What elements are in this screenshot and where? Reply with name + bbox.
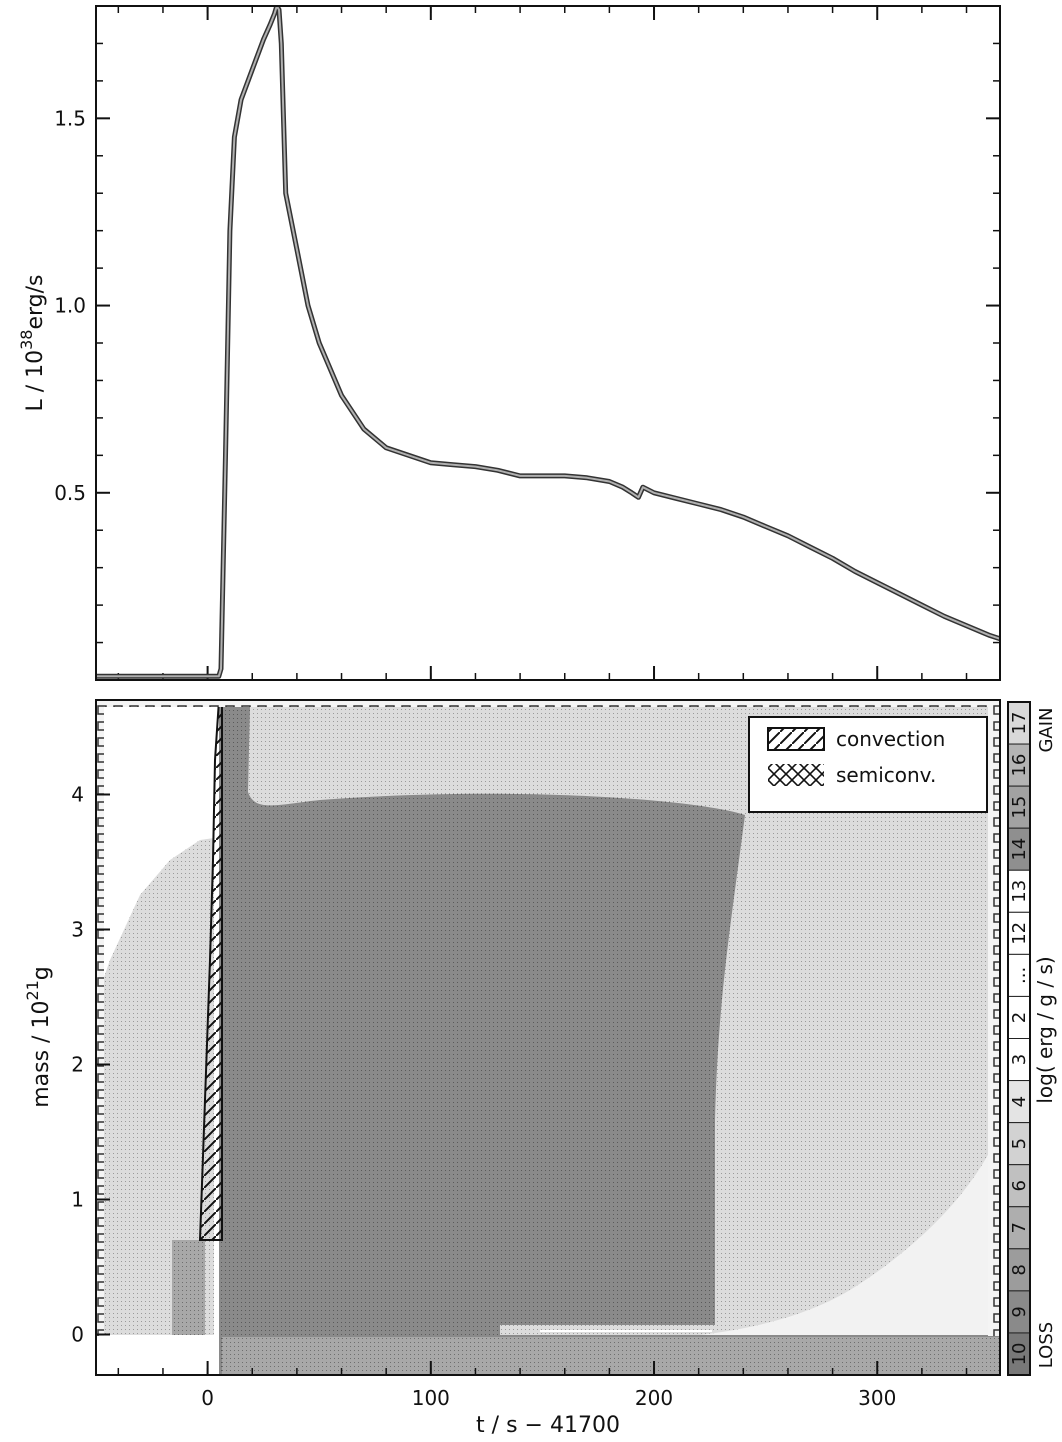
luminosity-y-tick-label: 0.5	[54, 481, 86, 505]
colorbar-segment-label: 3	[1009, 1054, 1030, 1065]
luminosity-y-tick-labels: 0.5 1.0 1.5	[54, 106, 86, 504]
convection-band	[198, 700, 223, 1241]
colorbar-segment-label: 14	[1009, 838, 1030, 861]
legend-semiconv-swatch	[768, 764, 824, 786]
luminosity-y-tick-label: 1.5	[54, 106, 86, 130]
region-mid-bottom	[222, 1337, 1000, 1375]
region-light-right	[500, 815, 1000, 1335]
mass-plot-frame	[95, 699, 1001, 1376]
colorbar-segment-label: 15	[1009, 796, 1030, 819]
mass-y-axis-label: mass / 1021g	[23, 966, 54, 1108]
colorbar-segment-label: 12	[1009, 922, 1030, 945]
colorbar-segment-label: 2	[1009, 1012, 1030, 1023]
colorbar-segment-label: 13	[1009, 880, 1030, 903]
luminosity-curve	[96, 6, 1000, 678]
colorbar-segment-label: 5	[1009, 1138, 1030, 1149]
mass-y-tick-label: 3	[71, 918, 84, 942]
mass-tick-marks	[96, 793, 968, 1375]
x-tick-label: 300	[858, 1386, 896, 1410]
region-white-bottom-right	[700, 1130, 1000, 1335]
colorbar-segment-label: 7	[1009, 1222, 1030, 1233]
x-tick-label: 100	[412, 1386, 450, 1410]
mass-y-tick-labels: 0 1 2 3 4	[71, 783, 84, 1347]
mass-y-tick-label: 4	[71, 783, 84, 807]
colorbar-segment-label: 17	[1009, 712, 1030, 735]
mass-y-tick-label: 2	[71, 1053, 84, 1077]
legend-convection-swatch	[767, 727, 825, 751]
luminosity-plot-frame	[95, 5, 1001, 681]
frame-band-top	[96, 700, 1000, 707]
region-light-left	[96, 838, 214, 1335]
colorbar: 17 16 15 14 13 12... 2 3 4 5 6 7 8 9 10	[1007, 701, 1031, 1376]
region-mid-left	[172, 1240, 205, 1335]
colorbar-segment-label: 9	[1009, 1306, 1030, 1317]
mass-y-tick-label: 0	[71, 1323, 84, 1347]
legend: convection semiconv.	[748, 716, 988, 813]
legend-convection-label: convection	[836, 727, 945, 751]
region-white-bottom-left	[96, 1336, 222, 1374]
colorbar-loss-label: LOSS	[1036, 1322, 1057, 1368]
colorbar-title: log( erg / g / s)	[1033, 956, 1057, 1103]
luminosity-y-tick-label: 1.0	[54, 294, 86, 318]
colorbar-segment-label: 16	[1009, 754, 1030, 777]
colorbar-segment-label: 4	[1009, 1096, 1030, 1107]
x-tick-label: 0	[201, 1386, 214, 1410]
colorbar-frame	[1007, 701, 1031, 1376]
luminosity-panel: 0.5 1.0 1.5 L / 1038erg/s	[17, 5, 1001, 681]
colorbar-segment-label: 8	[1009, 1264, 1030, 1275]
x-tick-labels: 0 100 200 300	[201, 1386, 896, 1410]
frame-band-right	[988, 700, 1000, 1336]
mass-y-tick-label: 1	[71, 1188, 84, 1212]
colorbar-segment-label: 10	[1009, 1343, 1030, 1366]
frame-band-left	[96, 700, 104, 1336]
colorbar-segment-label: ...	[1009, 967, 1030, 984]
colorbar-segment-label: 6	[1009, 1180, 1030, 1191]
legend-semiconv-label: semiconv.	[836, 763, 936, 787]
colorbar-gain-label: GAIN	[1036, 707, 1057, 752]
luminosity-y-axis-label: L / 1038erg/s	[17, 274, 48, 411]
x-tick-label: 200	[635, 1386, 673, 1410]
x-axis-label: t / s − 41700	[476, 1413, 620, 1438]
